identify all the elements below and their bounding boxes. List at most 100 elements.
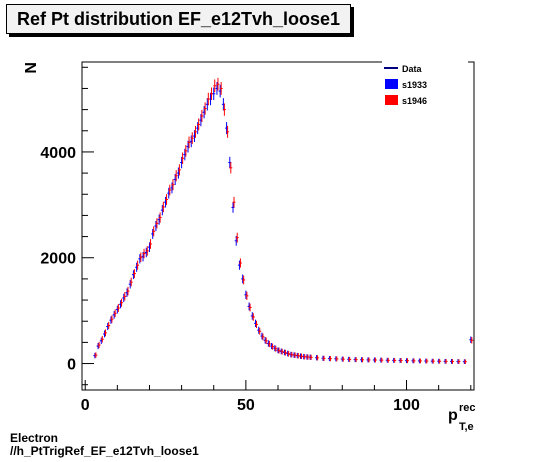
data-point xyxy=(187,136,191,149)
chart-title: Ref Pt distribution EF_e12Tvh_loose1 xyxy=(6,4,352,34)
data-point xyxy=(206,92,210,106)
data-point xyxy=(110,315,114,323)
data-point xyxy=(293,352,297,358)
x-tick-label: 50 xyxy=(237,397,255,414)
y-tick-label: 2000 xyxy=(40,251,76,268)
data-point xyxy=(116,304,120,312)
data-point xyxy=(213,79,217,93)
caption-line-1: Electron xyxy=(10,431,59,445)
data-point xyxy=(367,357,371,363)
data-point xyxy=(361,357,365,363)
y-tick-label: 4000 xyxy=(40,145,76,162)
legend-entry: Data xyxy=(384,64,423,74)
data-point xyxy=(296,352,300,359)
data-point xyxy=(393,357,397,363)
data-point xyxy=(168,184,172,196)
caption: Electron //h_PtTrigRef_EF_e12Tvh_loose1 xyxy=(10,432,199,458)
data-point xyxy=(412,358,416,364)
legend-label: s1946 xyxy=(402,96,427,106)
data-point xyxy=(335,356,339,362)
data-point xyxy=(103,329,107,337)
data-point xyxy=(274,345,278,352)
x-axis-label: p rec T,e xyxy=(448,402,476,433)
data-point xyxy=(306,354,310,360)
data-point xyxy=(181,152,185,165)
data-point xyxy=(290,351,294,358)
data-point xyxy=(200,109,204,123)
data-point xyxy=(470,337,474,344)
x-tick-label: 100 xyxy=(393,397,420,414)
data-point xyxy=(251,313,255,321)
data-point xyxy=(271,343,275,350)
data-point xyxy=(248,303,252,312)
data-point xyxy=(322,355,326,361)
data-point xyxy=(425,358,429,364)
data-point xyxy=(341,356,345,362)
data-point xyxy=(406,358,410,364)
data-point xyxy=(431,358,435,364)
data-point xyxy=(165,194,169,205)
y-axis-label: N xyxy=(23,62,40,74)
data-point xyxy=(232,196,236,208)
data-point xyxy=(113,309,117,318)
legend-entry: s1933 xyxy=(385,79,427,90)
data-point xyxy=(380,357,384,363)
data-point xyxy=(155,218,159,229)
legend-swatch xyxy=(385,95,398,105)
data-point xyxy=(255,320,259,329)
data-point xyxy=(120,298,124,307)
data-point xyxy=(100,335,104,343)
data-point xyxy=(348,356,352,362)
data-point xyxy=(139,252,143,262)
data-point xyxy=(210,87,214,101)
legend-entry: s1946 xyxy=(385,95,427,106)
data-point xyxy=(123,292,127,301)
data-point xyxy=(373,357,377,363)
data-point xyxy=(328,356,332,362)
data-point xyxy=(316,355,320,361)
y-tick-label: 0 xyxy=(67,357,76,374)
caption-line-2: //h_PtTrigRef_EF_e12Tvh_loose1 xyxy=(10,444,199,458)
axes: 0 50 100 0 2000 4000 xyxy=(40,66,472,414)
data-point xyxy=(354,357,358,363)
data-point xyxy=(226,125,230,138)
data-point xyxy=(171,179,175,191)
data-point xyxy=(238,258,242,268)
data-point xyxy=(267,340,271,348)
data-point xyxy=(129,277,133,287)
data-point xyxy=(229,162,233,174)
data-point xyxy=(280,348,284,355)
data-point xyxy=(94,352,98,358)
data-point xyxy=(457,359,461,364)
data-point xyxy=(148,239,152,249)
x-axis-label-sup: rec xyxy=(459,402,476,414)
data-point xyxy=(190,132,194,145)
data-point xyxy=(399,358,403,363)
data-point xyxy=(174,170,178,182)
data-point xyxy=(126,286,130,296)
data-point xyxy=(303,354,307,360)
data-point xyxy=(235,232,239,243)
data-point xyxy=(283,349,287,356)
data-point xyxy=(222,103,226,116)
data-point xyxy=(287,350,291,357)
data-point xyxy=(97,341,101,349)
x-axis-label-sub: T,e xyxy=(459,421,474,433)
data-point xyxy=(145,246,149,256)
data-point xyxy=(463,359,467,365)
series-s1946 xyxy=(94,77,474,365)
legend: Data s1933 s1946 xyxy=(382,60,468,118)
data-point xyxy=(386,357,390,363)
data-point xyxy=(219,82,223,95)
legend-swatch xyxy=(385,79,398,89)
data-point xyxy=(193,125,197,138)
legend-label: Data xyxy=(402,64,423,74)
data-point xyxy=(258,327,262,335)
data-point xyxy=(309,354,313,360)
data-point xyxy=(161,201,165,213)
data-point xyxy=(177,164,181,176)
data-point xyxy=(107,321,111,330)
series-s1933 xyxy=(93,82,473,365)
data-point xyxy=(152,226,156,237)
